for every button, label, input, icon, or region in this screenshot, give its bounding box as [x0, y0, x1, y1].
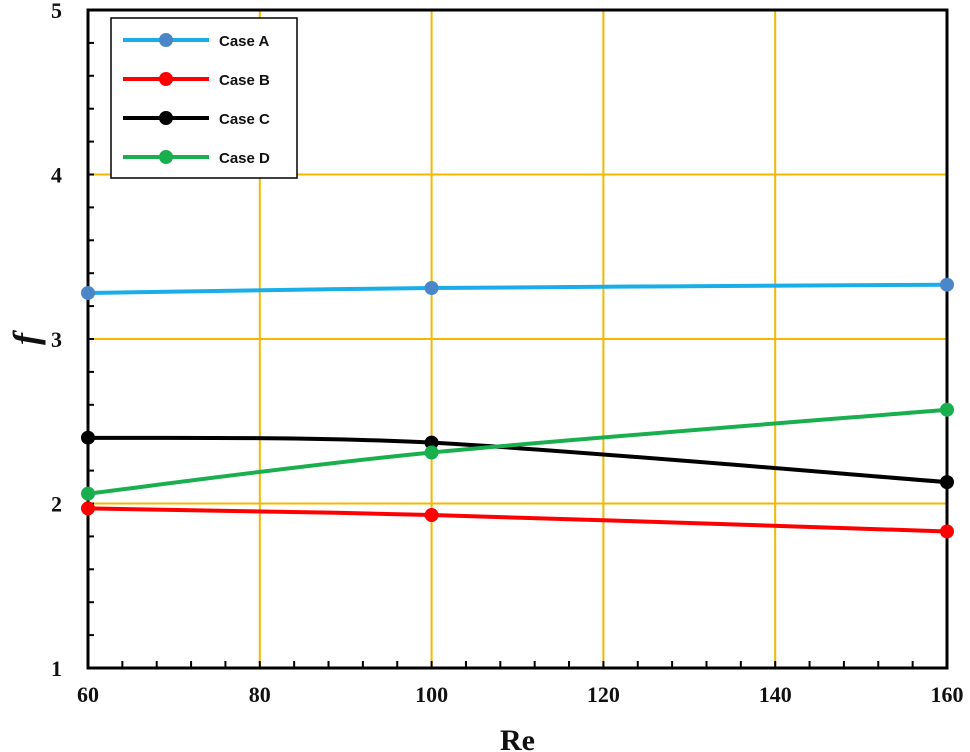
tick-label-layer: 60 80 100 120 140 160 1 2 3 4 5 [51, 0, 964, 707]
series-case-d [81, 402, 954, 501]
legend-entry-case-c: Case C [123, 111, 270, 128]
legend-marker [159, 33, 173, 47]
y-tick-label-1: 1 [51, 656, 62, 681]
plot-frame [86, 8, 949, 670]
data-point-160 [940, 402, 954, 417]
legend-entries: Case A Case B Case C Case D [123, 33, 270, 167]
x-tick-label-80: 80 [249, 682, 271, 707]
data-point-160 [940, 524, 954, 539]
series-line [87, 407, 948, 496]
y-axis-title: f [6, 330, 46, 345]
data-point-160 [940, 277, 954, 292]
x-axis-title: Re [500, 724, 535, 752]
legend-label: Case D [219, 150, 270, 167]
data-point-60 [81, 501, 95, 516]
data-point-60 [81, 430, 95, 445]
data-point-100 [424, 508, 439, 523]
series-line [87, 282, 948, 295]
data-point-100 [424, 445, 439, 460]
data-point-160 [940, 475, 954, 490]
y-tick-label-3: 3 [51, 327, 62, 352]
series-case-a [81, 277, 954, 300]
legend-entry-case-b: Case B [123, 72, 270, 89]
x-tick-label-140: 140 [759, 682, 792, 707]
legend-entry-case-a: Case A [123, 33, 269, 50]
legend-box [110, 17, 298, 179]
data-point-100 [424, 281, 439, 296]
series-case-b [81, 501, 954, 539]
legend-marker [159, 111, 173, 125]
legend: Case A Case B Case C Case D [110, 17, 298, 179]
x-tick-label-100: 100 [415, 682, 448, 707]
legend-marker [159, 150, 173, 164]
y-tick-label-2: 2 [51, 492, 62, 517]
x-tick-label-160: 160 [931, 682, 964, 707]
x-tick-label-60: 60 [77, 682, 99, 707]
x-tick-label-120: 120 [587, 682, 620, 707]
data-point-60 [81, 486, 95, 501]
y-tick-label-5: 5 [51, 0, 62, 23]
series-line [87, 506, 948, 534]
y-tick-label-4: 4 [51, 163, 62, 188]
legend-entry-case-d: Case D [123, 150, 270, 167]
legend-label: Case A [219, 33, 269, 50]
series-layer [81, 277, 954, 539]
legend-label: Case B [219, 72, 270, 89]
legend-marker [159, 72, 173, 86]
series-line [87, 435, 948, 485]
legend-label: Case C [219, 111, 270, 128]
series-case-c [81, 430, 954, 490]
data-point-60 [81, 285, 95, 300]
